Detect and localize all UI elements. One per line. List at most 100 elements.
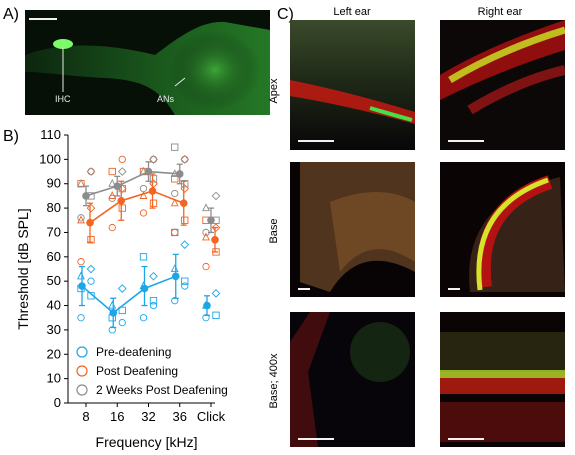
legend-label-pre-deafening: Pre-deafening	[96, 345, 171, 359]
post-deafening-individual-point	[171, 228, 179, 237]
y-tick-label: 110	[40, 127, 61, 142]
post-deafening-individual-point	[86, 203, 96, 213]
pre-deafening-individual-point	[170, 264, 179, 273]
2-weeks-post-deafening-mean-point	[82, 192, 90, 200]
y-tick-label: 90	[47, 176, 61, 191]
micrograph-left-base	[290, 162, 415, 297]
scale-bar	[29, 18, 57, 20]
pre-deafening-individual-point	[181, 282, 189, 290]
pre-deafening-individual-point	[118, 306, 126, 315]
y-tick-label: 30	[47, 322, 61, 337]
post-deafening-mean-point	[148, 187, 157, 195]
micrograph-right-base	[440, 162, 565, 297]
2-weeks-post-deafening-individual-point	[139, 184, 148, 193]
y-tick-label: 80	[47, 200, 61, 215]
row-header-apex: Apex	[268, 78, 280, 104]
pre-deafening-mean-point	[171, 272, 180, 281]
2-weeks-post-deafening-individual-point	[202, 203, 210, 212]
ans-label: ANs	[157, 94, 175, 104]
micrograph-left-base-400x-art	[290, 312, 415, 447]
micrograph-left-base-art	[290, 162, 415, 297]
pre-deafening-individual-point	[211, 289, 221, 298]
y-tick-label: 70	[47, 224, 61, 239]
x-axis-label: Frequency [kHz]	[96, 434, 198, 450]
y-tick-label: 0	[54, 395, 61, 410]
post-deafening-individual-point	[108, 223, 116, 232]
pre-deafening-mean-point	[203, 301, 211, 310]
post-deafening-individual-point	[202, 232, 210, 241]
2-weeks-post-deafening-mean-point	[175, 170, 184, 178]
threshold-chart: 0 10 20 30 40 50 60 70 80 90 100 110 8 16 32 36 Click Thr…	[15, 127, 228, 450]
post-deafening-individual-point	[77, 258, 85, 266]
micrograph-right-base-400x	[440, 312, 565, 447]
legend-label-post-deafening: Post Deafening	[96, 364, 178, 378]
post-deafening-individual-point	[211, 223, 221, 232]
pre-deafening-mean-line	[81, 275, 177, 314]
y-tick-label: 40	[47, 298, 61, 313]
x-tick-label: 36	[173, 409, 187, 424]
post-deafening-mean-point	[179, 199, 188, 208]
y-tick-label: 50	[47, 273, 61, 288]
2-weeks-post-deafening-individual-point	[149, 175, 158, 183]
pre-deafening-individual-point	[202, 314, 210, 322]
pre-deafening-individual-point	[118, 318, 126, 327]
pre-deafening-mean-point	[78, 282, 86, 290]
micrograph-right-base-400x-art	[440, 312, 565, 447]
post-deafening-individual-point	[118, 204, 126, 212]
post-deafening-individual-point	[139, 209, 148, 217]
2-weeks-post-deafening-mean-point	[207, 216, 215, 225]
pre-deafening-mean-point	[109, 309, 118, 317]
2-weeks-post-deafening-mean-point	[144, 167, 153, 176]
panel-b-letter: B)	[3, 128, 19, 145]
2-weeks-post-deafening-individual-point	[171, 143, 179, 151]
micrograph-right-base-art	[440, 162, 565, 297]
pre-deafening-individual-point	[86, 264, 96, 274]
panel-c-letter: C)	[277, 6, 294, 23]
2-weeks-post-deafening-individual-point	[171, 189, 179, 198]
micrograph-left-apex-art	[290, 20, 415, 150]
post-deafening-mean-point	[211, 235, 219, 244]
row-header-base-400x: Base; 400x	[268, 353, 280, 409]
micrograph-left-base-400x	[290, 312, 415, 447]
2-weeks-post-deafening-individual-point	[108, 178, 117, 187]
2-weeks-post-deafening-individual-point	[86, 167, 96, 176]
pre-deafening-individual-point	[108, 326, 116, 334]
pre-deafening-individual-point	[212, 311, 220, 319]
pre-deafening-individual-point	[149, 297, 158, 305]
pre-deafening-individual-point	[77, 314, 85, 322]
x-tick-label: 8	[82, 409, 89, 424]
panel-a-letter: A)	[3, 6, 19, 23]
column-header-right-ear: Right ear	[477, 6, 523, 18]
post-deafening-individual-point	[87, 236, 95, 244]
post-deafening-mean-point	[86, 218, 94, 227]
post-deafening-individual-point	[181, 155, 189, 164]
legend-marker-pre-deafening	[76, 346, 88, 358]
x-tick-label: Click	[197, 409, 226, 424]
panel-a-micrograph: IHC ANs	[25, 10, 270, 115]
legend-label-2-weeks-post-deafening: 2 Weeks Post Deafening	[96, 383, 228, 397]
post-deafening-mean-point	[117, 196, 126, 205]
micrograph-right-apex-art	[440, 20, 565, 150]
row-header-base: Base	[268, 218, 280, 244]
ihc-label: IHC	[55, 94, 71, 104]
post-deafening-individual-point	[118, 155, 126, 164]
pre-deafening-individual-point	[117, 284, 127, 293]
2-weeks-post-deafening-individual-point	[211, 191, 221, 201]
pre-deafening-individual-point	[171, 297, 179, 305]
panel-a-micrograph-art	[25, 10, 270, 115]
post-deafening-individual-point	[180, 184, 190, 193]
2-weeks-post-deafening-individual-point	[77, 178, 85, 187]
pre-deafening-mean-point	[140, 284, 149, 293]
post-deafening-mean-line	[89, 190, 185, 224]
pre-deafening-individual-point	[87, 277, 95, 285]
post-deafening-individual-point	[149, 199, 158, 207]
post-deafening-individual-point	[181, 216, 189, 224]
legend-marker-2-weeks-post-deafening	[76, 384, 88, 396]
y-tick-label: 100	[39, 151, 61, 166]
2-weeks-post-deafening-individual-point	[117, 167, 127, 176]
legend-marker-post-deafening	[76, 365, 88, 377]
y-axis-label: Threshold [dB SPL]	[15, 208, 31, 329]
2-weeks-post-deafening-individual-point	[77, 214, 85, 222]
pre-deafening-individual-point	[149, 301, 158, 310]
pre-deafening-individual-point	[139, 314, 148, 322]
